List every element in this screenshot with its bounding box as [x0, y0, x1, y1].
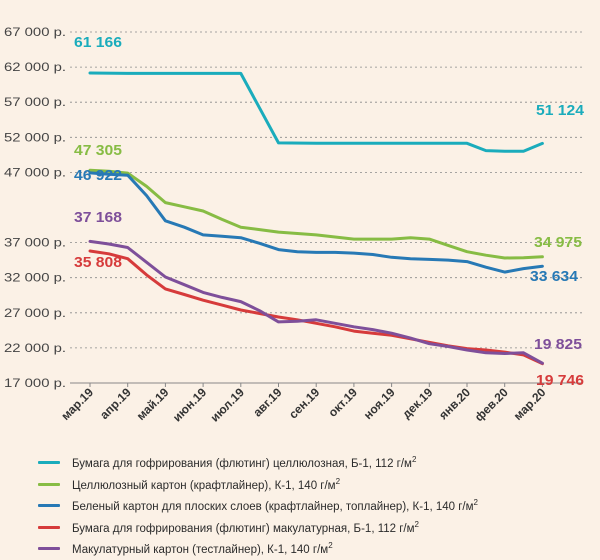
series-line — [88, 171, 544, 274]
x-tick-label: мар.20 — [511, 385, 549, 423]
data-labels: 61 166 51 124 47 305 34 975 46 922 33 634 35 8… — [74, 34, 585, 389]
x-tick-label: дек.19 — [399, 385, 435, 421]
legend-item: Макулатурный картон (тестлайнер), К-1, 1… — [38, 538, 593, 560]
data-label-start: 47 305 — [74, 142, 122, 159]
x-tick-label: окт.19 — [325, 385, 360, 420]
legend-superscript: 2 — [473, 498, 478, 508]
legend-swatch — [38, 547, 60, 551]
y-tick-label: 17 000 р. — [4, 378, 66, 390]
legend-swatch — [38, 504, 60, 508]
data-label-start: 46 922 — [74, 167, 122, 184]
x-tick-label: сен.19 — [286, 385, 322, 421]
y-tick-label: 52 000 р. — [4, 132, 66, 144]
y-tick-label: 57 000 р. — [4, 97, 66, 109]
grid-lines — [70, 31, 583, 349]
y-tick-label: 22 000 р. — [4, 343, 66, 355]
legend-item: Бумага для гофрирования (флютинг) целлюл… — [38, 452, 593, 474]
data-label-end: 19 746 — [536, 372, 584, 389]
x-tick-label: июн.19 — [170, 385, 210, 425]
series-line — [88, 239, 544, 365]
legend-label: Целлюлозный картон (крафтлайнер), К-1, 1… — [72, 479, 336, 492]
series-line — [88, 168, 544, 260]
data-label-start: 37 168 — [74, 209, 122, 226]
x-tick-label: янв.20 — [436, 385, 473, 422]
x-tick-label: июл.19 — [208, 385, 248, 425]
x-tick-label: авг.19 — [250, 385, 285, 420]
data-label-end: 34 975 — [534, 234, 582, 251]
x-tick-label: май.19 — [134, 385, 172, 423]
y-tick-label: 67 000 р. — [4, 27, 66, 39]
legend-swatch — [38, 461, 60, 465]
series-line — [88, 71, 544, 153]
data-label-end: 33 634 — [530, 268, 579, 285]
x-tick-label: ноя.19 — [361, 385, 398, 422]
data-label-end: 51 124 — [536, 102, 585, 119]
data-label-end: 19 825 — [534, 336, 582, 353]
data-label-start: 35 808 — [74, 254, 122, 271]
legend-label: Бумага для гофрирования (флютинг) макула… — [72, 522, 415, 535]
legend-superscript: 2 — [328, 541, 333, 551]
legend-swatch — [38, 482, 60, 486]
y-tick-label: 62 000 р. — [4, 62, 66, 74]
y-tick-label: 27 000 р. — [4, 308, 66, 320]
legend-label: Макулатурный картон (тестлайнер), К-1, 1… — [72, 544, 329, 557]
y-tick-label: 32 000 р. — [4, 273, 66, 285]
series-lines — [88, 71, 544, 366]
legend-item: Бумага для гофрирования (флютинг) макула… — [38, 517, 593, 539]
legend-item: Целлюлозный картон (крафтлайнер), К-1, 1… — [38, 474, 593, 496]
legend-label: Бумага для гофрирования (флютинг) целлюл… — [72, 458, 412, 471]
legend-superscript: 2 — [411, 455, 417, 465]
legend-label: Беленый картон для плоских слоев (крафтл… — [72, 501, 474, 514]
legend-superscript: 2 — [335, 476, 341, 486]
x-tick-label: фев.20 — [472, 385, 511, 424]
y-tick-label: 47 000 р. — [4, 167, 66, 179]
x-tick-label: апр.19 — [97, 385, 134, 422]
line-chart: 17 000 р. 22 000 р. 27 000 р. 32 000 р. 37 0… — [4, 27, 585, 425]
y-tick-label: 37 000 р. — [4, 238, 66, 250]
data-label-start: 61 166 — [74, 34, 122, 51]
y-axis-labels: 17 000 р. 22 000 р. 27 000 р. 32 000 р. 37 0… — [4, 27, 66, 390]
legend-swatch — [38, 525, 60, 529]
legend-superscript: 2 — [414, 519, 419, 529]
legend: Бумага для гофрирования (флютинг) целлюл… — [38, 452, 593, 560]
series-line — [88, 249, 544, 366]
legend-item: Беленый картон для плоских слоев (крафтл… — [38, 495, 593, 517]
x-tick-label: мар.19 — [58, 385, 96, 423]
